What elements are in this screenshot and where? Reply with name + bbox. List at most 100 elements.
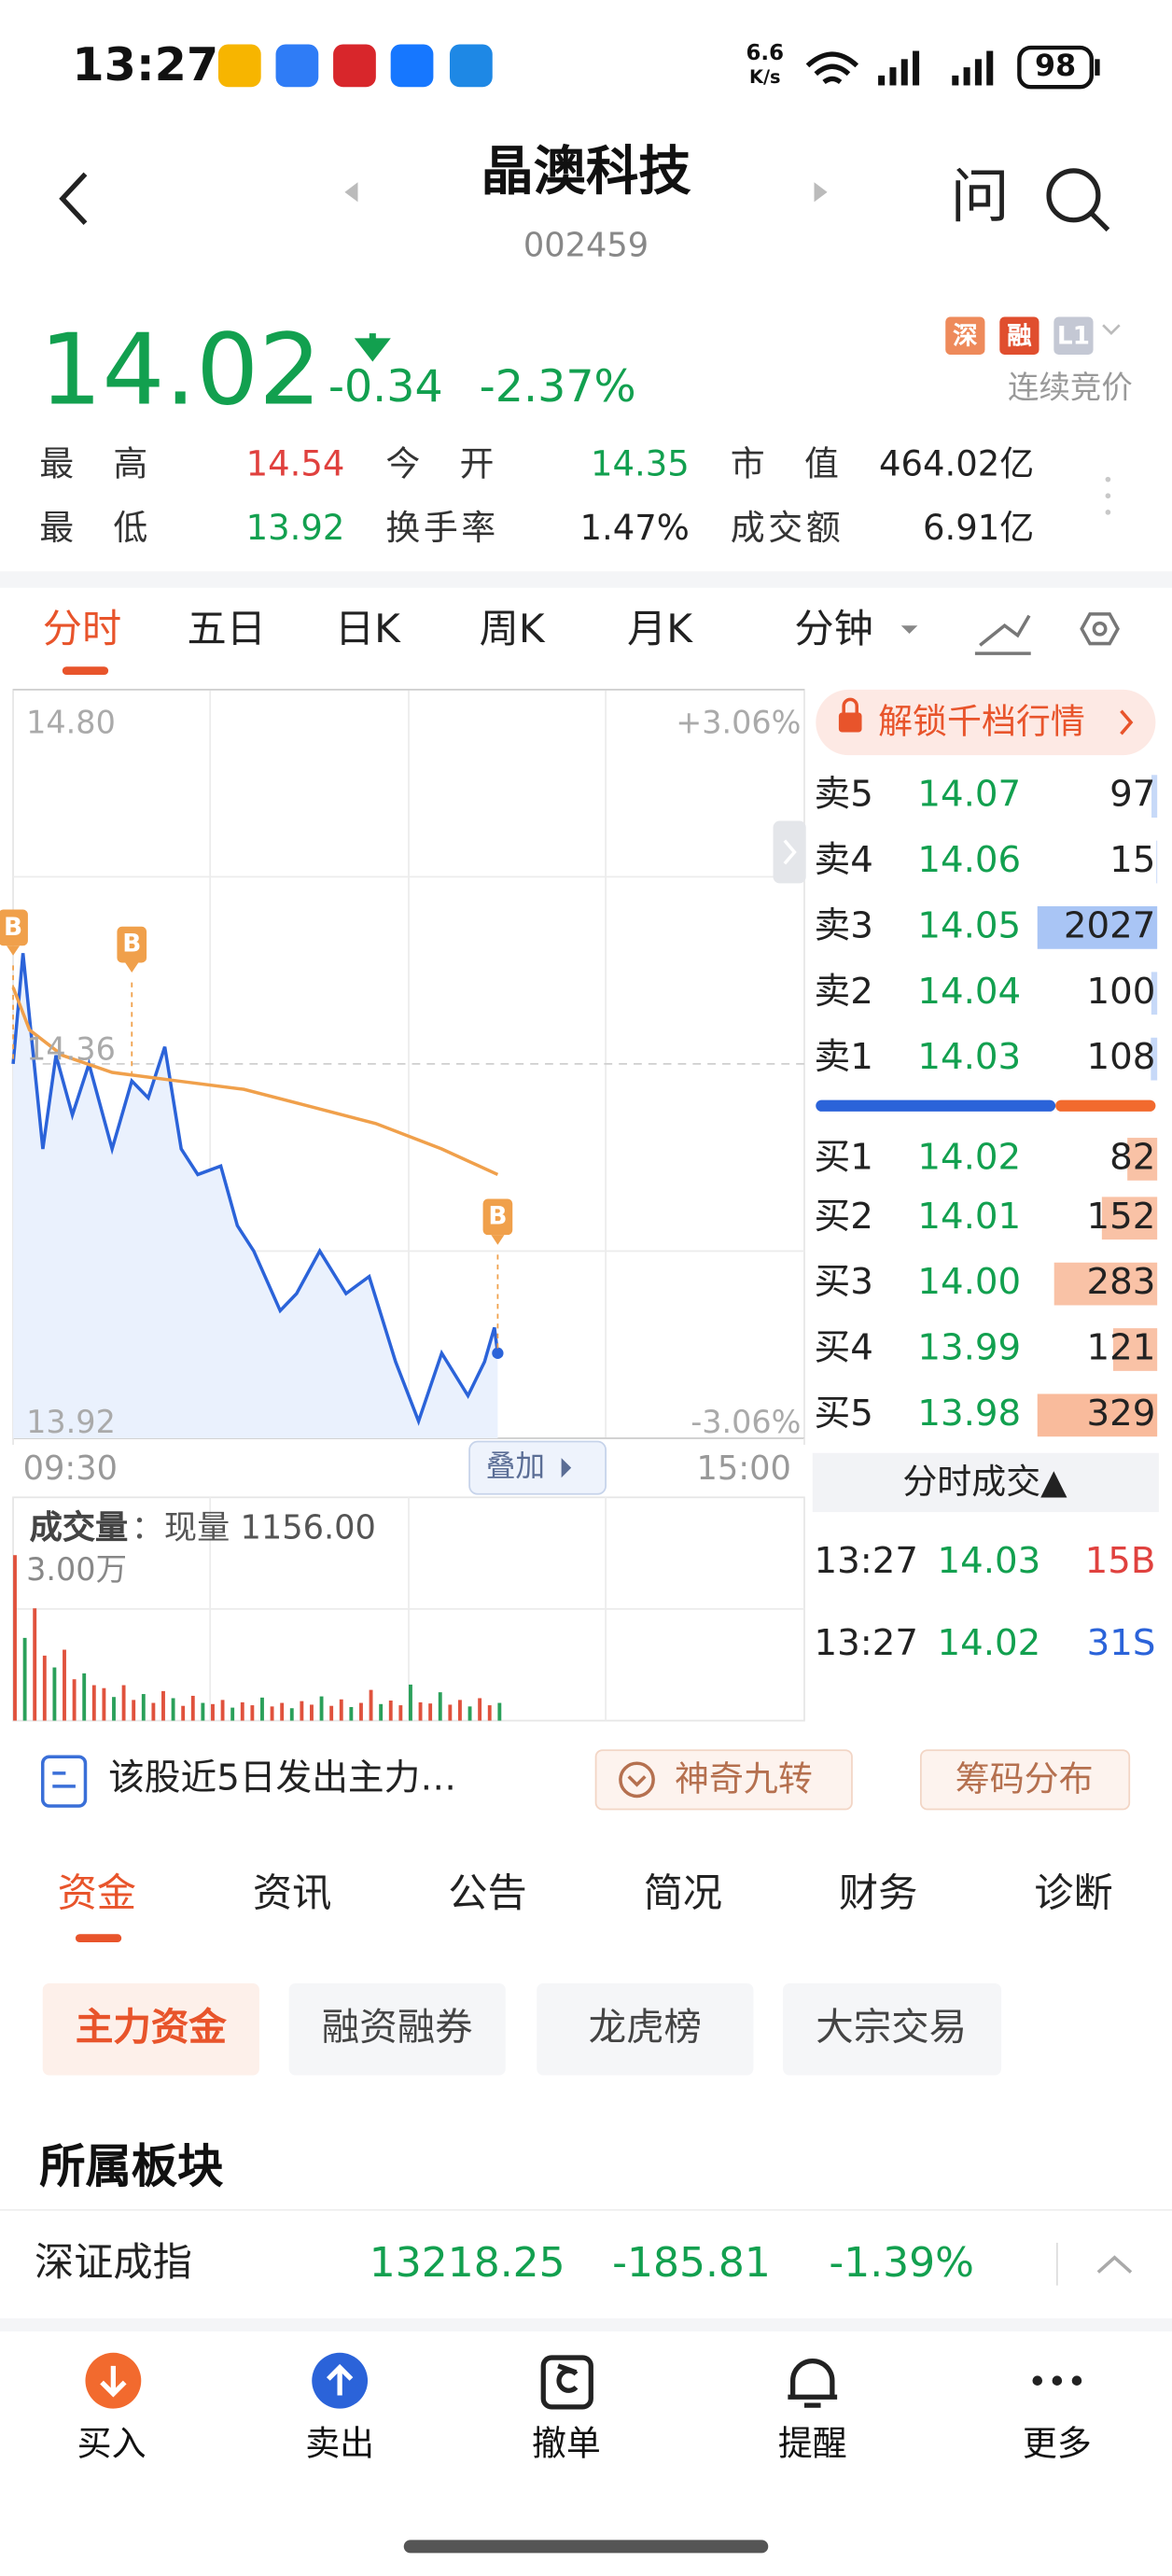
depth-bar	[1127, 1138, 1158, 1181]
sub-tab[interactable]: 龙虎榜	[588, 2007, 703, 2051]
ask-button[interactable]: 问	[950, 163, 1010, 232]
chart-tab[interactable]: 月K	[626, 606, 692, 652]
unlock-label[interactable]: 解锁千档行情	[878, 702, 1085, 742]
chart-tab[interactable]: 分时	[42, 606, 122, 652]
expand-tab[interactable]	[773, 820, 806, 884]
info-tab[interactable]: 公告	[448, 1869, 527, 1916]
info-tab[interactable]: 财务	[838, 1869, 918, 1916]
y-tick-label: 13.92	[26, 1404, 116, 1441]
ratio-ask	[1055, 1099, 1156, 1112]
depth-bar	[1151, 1037, 1158, 1081]
book-volume: 108	[1086, 1037, 1156, 1079]
volume-bar	[280, 1702, 285, 1721]
nav-label[interactable]: 撤单	[531, 2424, 601, 2464]
depth-bar	[1156, 840, 1158, 884]
back-button[interactable]	[59, 172, 88, 226]
trades-header[interactable]	[812, 1452, 1159, 1513]
search-button[interactable]	[1046, 168, 1101, 223]
next-stock[interactable]	[814, 182, 828, 203]
book-price: 14.03	[917, 1037, 1022, 1079]
volume-bar	[438, 1692, 442, 1721]
unlock-arrow	[1120, 709, 1134, 735]
search-handle	[1089, 211, 1110, 232]
info-tab[interactable]: 资金	[57, 1869, 137, 1916]
more-icon[interactable]	[1032, 2375, 1082, 2386]
chip-button[interactable]	[919, 1749, 1131, 1811]
chart-tab[interactable]: 周K	[479, 606, 545, 652]
nav-label[interactable]: 更多	[1022, 2424, 1092, 2464]
indicator-icon[interactable]	[974, 614, 1031, 655]
volume-bar	[102, 1687, 106, 1721]
info-tab[interactable]: 诊断	[1034, 1869, 1113, 1916]
badge-bg	[999, 316, 1039, 355]
nav-label[interactable]: 提醒	[777, 2424, 847, 2464]
battery-level: 98	[1035, 49, 1077, 84]
cancel-icon[interactable]	[540, 2355, 593, 2410]
volume-bar	[448, 1704, 453, 1721]
info-tab[interactable]: 资讯	[252, 1869, 332, 1916]
y-tick-label: 14.80	[26, 705, 116, 742]
buy-arrow	[100, 2365, 127, 2398]
volume-bar	[359, 1702, 363, 1721]
nav-label[interactable]: 卖出	[305, 2424, 375, 2464]
book-label: 买3	[814, 1262, 873, 1304]
net-unit: K/s	[748, 66, 781, 89]
chart-tab[interactable]: 分钟	[794, 606, 873, 652]
sub-tab[interactable]: 主力资金	[75, 2007, 227, 2051]
volume-bar	[141, 1694, 146, 1721]
chart-tab[interactable]: 日K	[334, 606, 400, 652]
volume-bar	[42, 1655, 47, 1721]
nav-label[interactable]: 买入	[77, 2424, 146, 2464]
notice-button[interactable]: 神奇九转	[674, 1758, 813, 1799]
book-volume: 97	[1109, 775, 1156, 817]
overlay-button[interactable]	[468, 1440, 607, 1495]
app-icon	[390, 44, 434, 88]
book-volume: 15	[1109, 840, 1156, 882]
volume-bar	[72, 1679, 77, 1721]
trade-time: 13:27	[814, 1623, 919, 1665]
collapse-button[interactable]	[1096, 2255, 1133, 2274]
volume-bar	[121, 1685, 126, 1721]
battery-icon	[1017, 45, 1095, 90]
info-tab[interactable]: 简况	[643, 1869, 723, 1916]
app-icon	[275, 44, 319, 88]
pct-tick: +3.06%	[676, 705, 802, 742]
price-area	[13, 953, 498, 1438]
badge: L1	[1056, 320, 1091, 351]
settings-icon[interactable]	[1080, 612, 1120, 646]
last-price: 14.02	[39, 313, 322, 429]
volume-bar	[339, 1699, 343, 1721]
subtab-bg[interactable]	[288, 1982, 506, 2076]
separator	[0, 2317, 1172, 2331]
chart-tab[interactable]: 五日	[187, 606, 266, 652]
sub-tab[interactable]: 大宗交易	[816, 2007, 968, 2051]
notice-button[interactable]: 筹码分布	[955, 1758, 1094, 1799]
sell-arrow	[326, 2363, 354, 2396]
notice-text[interactable]: 该股近5日发出主力…	[108, 1757, 457, 1799]
unlock-pill[interactable]	[816, 689, 1156, 756]
depth-bar	[1101, 1197, 1158, 1240]
sub-tab[interactable]: 融资融券	[321, 2007, 473, 2051]
nine-button[interactable]	[594, 1749, 853, 1811]
stat-label: 最低	[39, 508, 188, 548]
subtab-bg[interactable]	[42, 1982, 259, 2076]
sector-name: 深证成指	[34, 2239, 192, 2286]
stat-label: 最高	[39, 443, 188, 484]
prev-stock[interactable]	[344, 182, 358, 203]
subtab-bg[interactable]	[537, 1982, 754, 2076]
sector-value: 13218.25	[369, 2238, 565, 2287]
stat-value: 6.91亿	[923, 508, 1035, 548]
subtab-bg[interactable]	[783, 1982, 1002, 2076]
wifi-icon	[805, 51, 859, 85]
volume-bar	[497, 1702, 502, 1721]
cancel-glyph	[556, 2363, 579, 2393]
trade-volume: 15B	[1084, 1541, 1156, 1583]
bell-icon[interactable]	[788, 2358, 838, 2408]
volume-bar	[250, 1705, 255, 1721]
volume-bar	[319, 1696, 324, 1721]
ratio-bid	[816, 1099, 1056, 1112]
book-volume: 100	[1086, 972, 1156, 1014]
book-price: 14.00	[917, 1262, 1022, 1304]
volume-bar	[201, 1702, 205, 1721]
